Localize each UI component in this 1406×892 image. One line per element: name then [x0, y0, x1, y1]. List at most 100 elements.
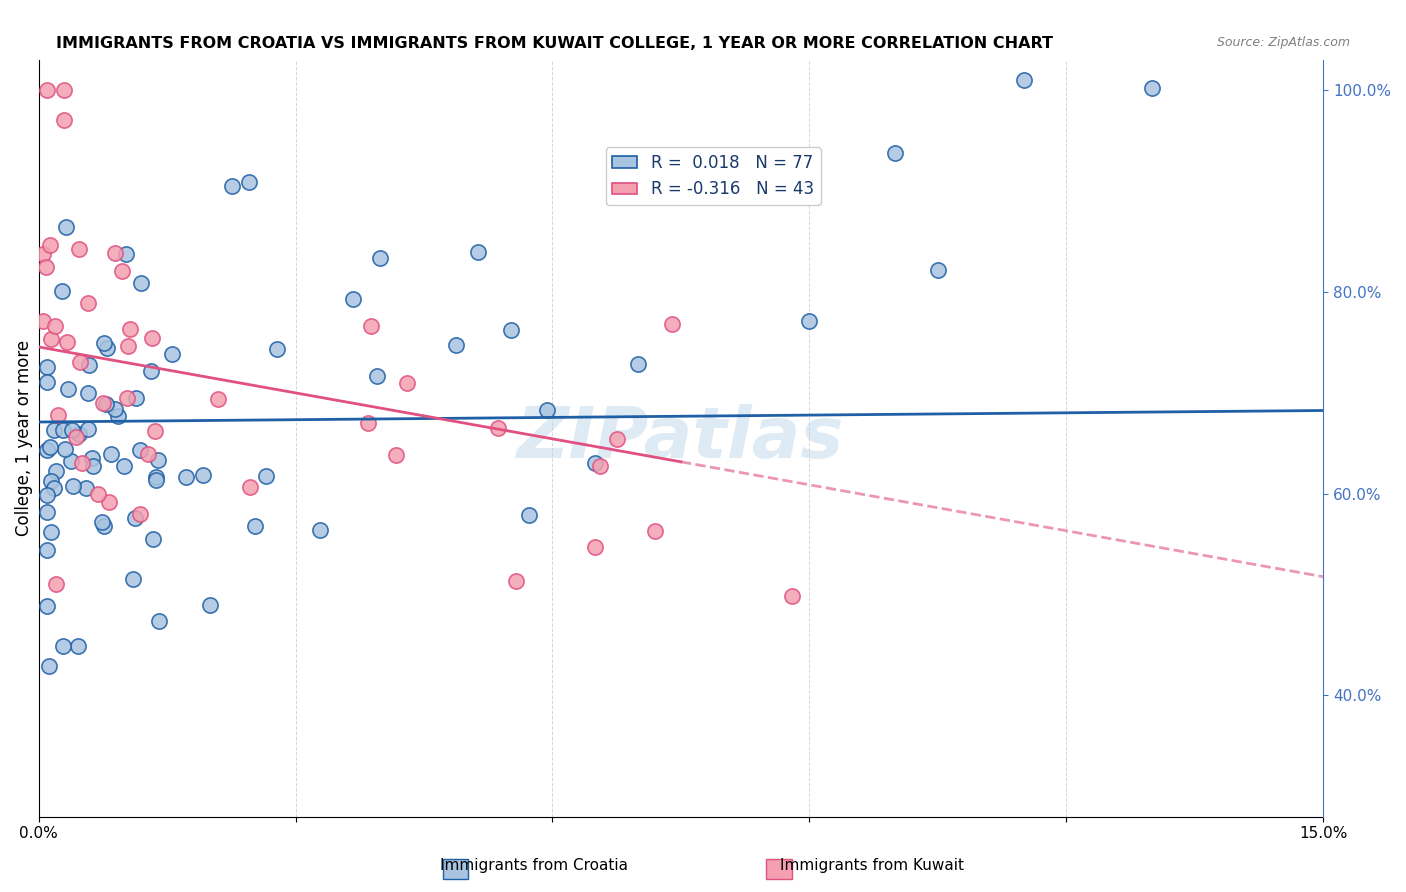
Point	[148, 453, 170, 467]
Point	[37, 543, 59, 558]
Point	[254, 469, 277, 483]
Point	[145, 425, 167, 439]
Point	[91, 396, 114, 410]
Point	[368, 252, 391, 266]
Point	[93, 519, 115, 533]
Point	[37, 443, 59, 458]
Point	[1012, 72, 1035, 87]
Point	[207, 392, 229, 407]
Point	[191, 467, 214, 482]
Point	[44, 318, 66, 333]
Point	[55, 220, 77, 235]
Point	[117, 338, 139, 352]
Point	[60, 423, 83, 437]
Point	[39, 475, 62, 489]
Point	[98, 495, 121, 509]
Point	[122, 572, 145, 586]
Point	[77, 296, 100, 310]
Point	[444, 338, 467, 352]
Point	[72, 456, 94, 470]
Point	[357, 416, 380, 430]
Point	[583, 456, 606, 470]
Point	[53, 113, 76, 128]
Text: Source: ZipAtlas.com: Source: ZipAtlas.com	[1216, 36, 1350, 49]
Point	[45, 577, 67, 591]
Point	[66, 640, 89, 654]
Point	[174, 470, 197, 484]
Point	[661, 318, 683, 332]
Point	[37, 505, 59, 519]
Point	[644, 524, 666, 539]
Point	[606, 433, 628, 447]
Point	[799, 314, 821, 328]
Point	[145, 474, 167, 488]
Point	[90, 515, 112, 529]
Point	[69, 355, 91, 369]
Point	[45, 464, 67, 478]
Text: Immigrants from Croatia: Immigrants from Croatia	[440, 858, 628, 872]
Point	[136, 447, 159, 461]
Point	[62, 479, 84, 493]
Point	[56, 334, 79, 349]
Point	[42, 423, 65, 437]
Point	[308, 524, 330, 538]
Point	[93, 336, 115, 351]
Point	[51, 284, 73, 298]
Point	[75, 481, 97, 495]
Point	[87, 487, 110, 501]
Point	[37, 375, 59, 389]
Point	[499, 323, 522, 337]
Point	[107, 409, 129, 424]
Point	[115, 392, 138, 406]
Point	[583, 540, 606, 554]
Point	[67, 427, 90, 442]
Point	[114, 459, 136, 474]
Point	[37, 83, 59, 97]
Point	[52, 639, 75, 653]
Point	[128, 442, 150, 457]
Point	[239, 479, 262, 493]
Point	[37, 599, 59, 614]
Point	[31, 246, 53, 260]
Point	[927, 262, 949, 277]
Point	[103, 246, 125, 260]
Point	[31, 314, 53, 328]
Point	[141, 331, 163, 345]
Point	[238, 175, 260, 189]
Point	[385, 448, 408, 462]
Text: ZIPatlas: ZIPatlas	[517, 403, 845, 473]
Point	[342, 292, 364, 306]
Point	[104, 402, 127, 417]
Point	[82, 451, 104, 466]
Point	[160, 347, 183, 361]
Point	[589, 458, 612, 473]
Point	[129, 507, 152, 521]
Point	[58, 382, 80, 396]
Point	[46, 408, 69, 422]
Point	[76, 386, 98, 401]
Point	[266, 342, 288, 356]
Point	[76, 422, 98, 436]
Point	[145, 470, 167, 484]
Point	[100, 447, 122, 461]
Point	[536, 403, 558, 417]
Point	[77, 358, 100, 372]
Point	[67, 243, 90, 257]
Point	[780, 589, 803, 603]
Point	[111, 263, 134, 277]
Point	[221, 178, 243, 193]
Point	[125, 392, 148, 406]
Point	[39, 238, 62, 252]
Text: IMMIGRANTS FROM CROATIA VS IMMIGRANTS FROM KUWAIT COLLEGE, 1 YEAR OR MORE CORREL: IMMIGRANTS FROM CROATIA VS IMMIGRANTS FR…	[56, 36, 1053, 51]
Point	[96, 342, 118, 356]
Point	[1140, 81, 1163, 95]
Point	[39, 524, 62, 539]
Point	[37, 359, 59, 374]
Text: Immigrants from Kuwait: Immigrants from Kuwait	[780, 858, 963, 872]
Point	[82, 458, 104, 473]
Point	[59, 454, 82, 468]
Point	[65, 430, 87, 444]
Point	[38, 441, 60, 455]
Point	[38, 658, 60, 673]
Point	[243, 518, 266, 533]
